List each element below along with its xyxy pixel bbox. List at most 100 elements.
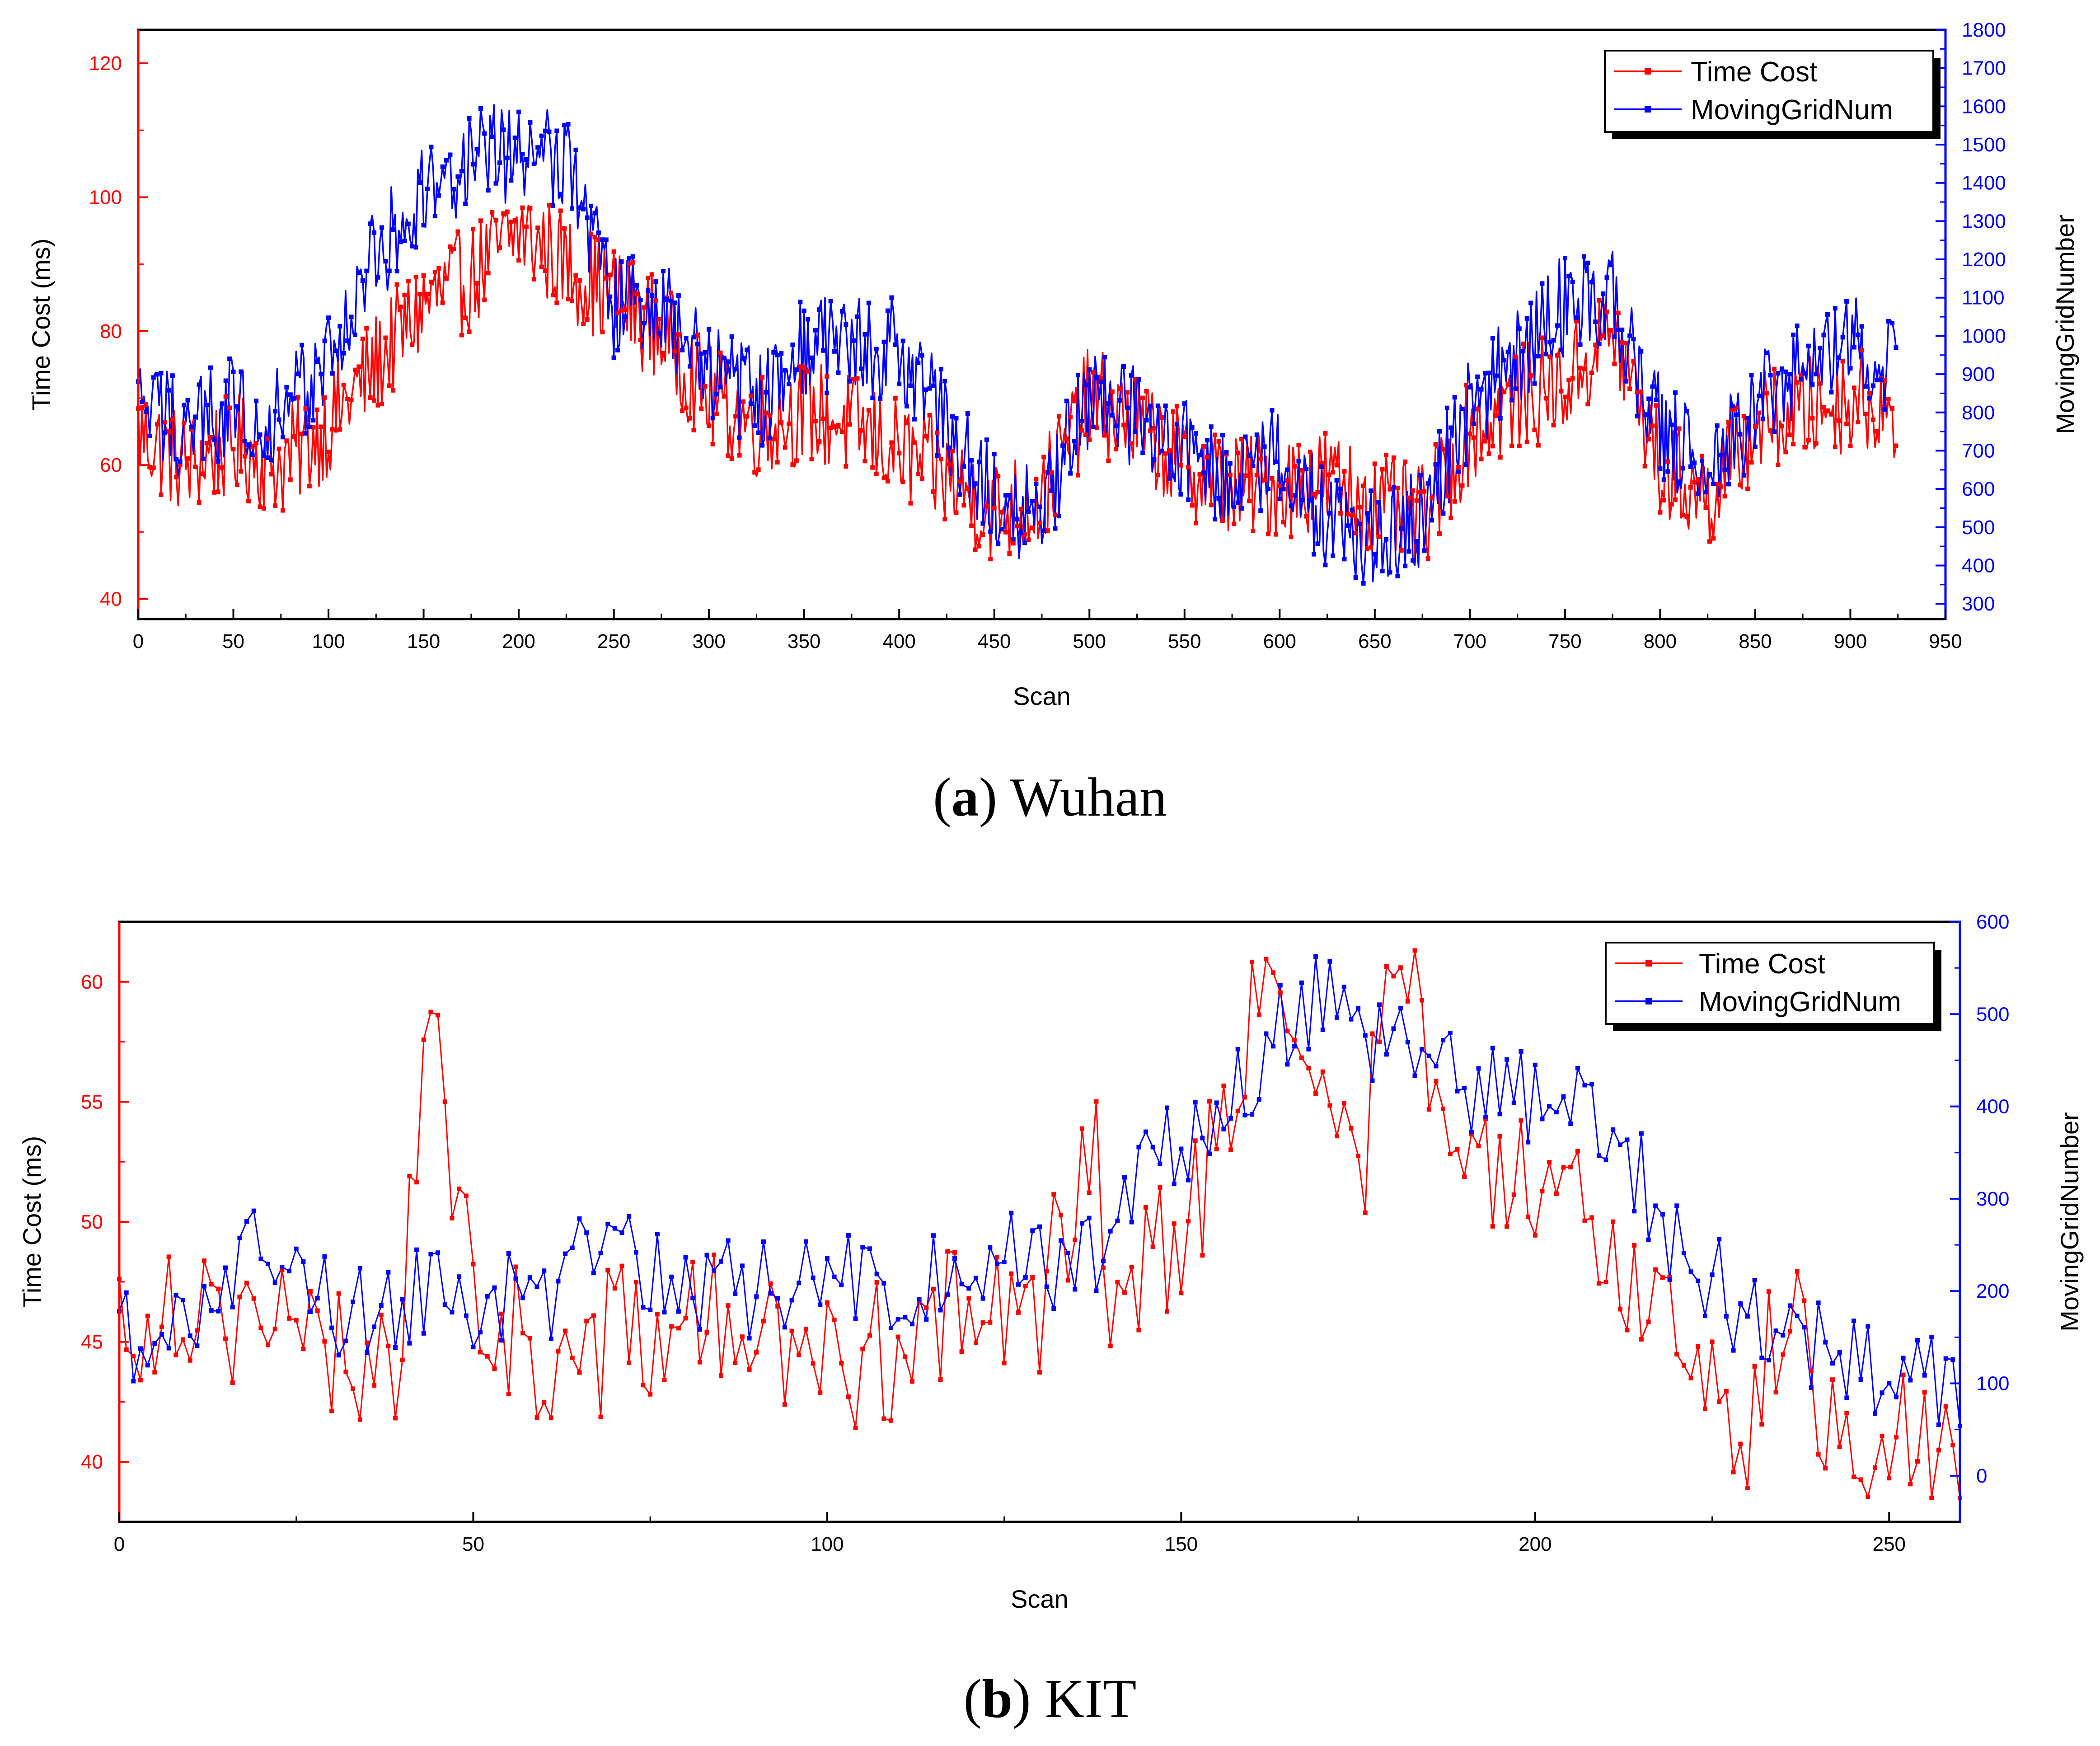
moving-grid-point (988, 1245, 993, 1250)
moving-grid-point (356, 271, 361, 276)
moving-grid-point (1787, 372, 1792, 377)
moving-grid-point (1101, 1258, 1106, 1263)
moving-grid-point (1087, 367, 1092, 372)
time-cost-point (497, 245, 502, 250)
moving-grid-point (1034, 482, 1039, 486)
time-cost-point (387, 383, 392, 388)
time-cost-point (839, 1361, 844, 1366)
moving-grid-point (345, 338, 350, 343)
time-cost-point (931, 489, 936, 494)
moving-grid-point (1007, 493, 1012, 498)
time-cost-point (885, 479, 890, 483)
time-cost-point (1186, 465, 1191, 469)
legend-label-moving-grid-num: MovingGridNum (1691, 94, 1893, 126)
moving-grid-point (1825, 312, 1830, 317)
moving-grid-point (1220, 433, 1225, 437)
moving-grid-point (421, 1331, 426, 1336)
moving-grid-point (360, 278, 365, 283)
time-cost-point (1437, 531, 1442, 536)
time-cost-point (1441, 1106, 1446, 1111)
time-cost-point (741, 399, 745, 404)
moving-grid-point (1242, 1112, 1247, 1117)
time-cost-point (1338, 511, 1343, 516)
time-cost-point (1463, 383, 1468, 388)
time-cost-point (825, 374, 830, 379)
time-cost-point (570, 1356, 575, 1361)
moving-grid-point (1235, 500, 1240, 505)
time-cost-point (1363, 1210, 1368, 1215)
time-cost-point (789, 1328, 794, 1333)
moving-grid-point (1353, 575, 1358, 580)
moving-grid-point (1345, 523, 1350, 528)
time-cost-point (657, 316, 662, 321)
time-cost-point (1753, 424, 1758, 429)
moving-grid-point (1334, 478, 1339, 483)
moving-grid-point (1065, 1250, 1070, 1255)
time-cost-point (1022, 532, 1027, 537)
moving-grid-point (1441, 511, 1446, 516)
time-cost-point (375, 403, 380, 408)
moving-grid-point (1186, 1178, 1191, 1183)
time-cost-point (1490, 1224, 1495, 1229)
time-cost-point (969, 523, 974, 528)
moving-grid-point (1540, 1117, 1545, 1122)
time-cost-point (1430, 496, 1434, 501)
moving-grid-point (402, 239, 407, 244)
moving-grid-point (1642, 412, 1647, 417)
moving-grid-point (662, 1310, 667, 1314)
moving-grid-point (1094, 1288, 1099, 1293)
moving-grid-point (1158, 1161, 1162, 1166)
time-cost-point (1781, 1352, 1786, 1357)
moving-grid-point (570, 206, 574, 211)
moving-grid-point (1688, 1269, 1693, 1274)
moving-grid-point (1299, 980, 1304, 985)
moving-grid-point (543, 128, 548, 133)
time-cost-point (1688, 485, 1693, 490)
time-cost-point (1094, 1099, 1099, 1104)
moving-grid-point (1369, 488, 1373, 493)
time-cost-point (444, 276, 449, 281)
moving-grid-point (1922, 1373, 1927, 1378)
moving-grid-point (230, 1305, 235, 1310)
moving-grid-point (889, 295, 894, 300)
time-cost-point (1003, 530, 1008, 535)
moving-grid-point (931, 1233, 936, 1238)
moving-grid-point (1377, 1002, 1382, 1007)
moving-grid-point (1844, 299, 1849, 304)
y-tick-label: 120 (89, 52, 122, 75)
time-cost-point (1053, 512, 1058, 517)
time-cost-point (1064, 436, 1069, 441)
moving-grid-point (1002, 1259, 1007, 1264)
x-tick-label: 150 (1165, 1533, 1198, 1555)
moving-grid-point (748, 401, 753, 406)
moving-grid-point (1365, 511, 1369, 516)
moving-grid-point (938, 367, 943, 372)
time-cost-point (301, 1347, 306, 1352)
time-cost-point (1011, 541, 1016, 546)
time-cost-point (1840, 359, 1845, 364)
time-cost-point (1414, 498, 1419, 503)
time-cost-point (455, 229, 460, 234)
time-cost-point (1228, 472, 1233, 477)
moving-grid-point (1152, 457, 1157, 462)
moving-grid-point (1526, 1140, 1531, 1145)
time-cost-point (1498, 455, 1503, 460)
time-cost-point (1658, 510, 1663, 515)
moving-grid-point (1724, 1314, 1729, 1319)
time-cost-point (988, 557, 993, 562)
moving-grid-point (152, 1341, 157, 1346)
moving-grid-point (410, 244, 415, 249)
time-cost-point (1844, 422, 1849, 427)
moving-grid-point (794, 367, 799, 372)
moving-grid-point (1216, 496, 1221, 501)
time-cost-series-line (118, 950, 1961, 1499)
x-tick-label: 0 (133, 630, 144, 652)
moving-grid-point (760, 443, 765, 448)
moving-grid-point (851, 338, 856, 343)
moving-grid-point (712, 1268, 717, 1273)
moving-grid-point (1403, 563, 1408, 568)
x-tick-label: 450 (978, 630, 1011, 652)
moving-grid-point (839, 1282, 844, 1287)
x-tick-label: 200 (1519, 1533, 1552, 1555)
